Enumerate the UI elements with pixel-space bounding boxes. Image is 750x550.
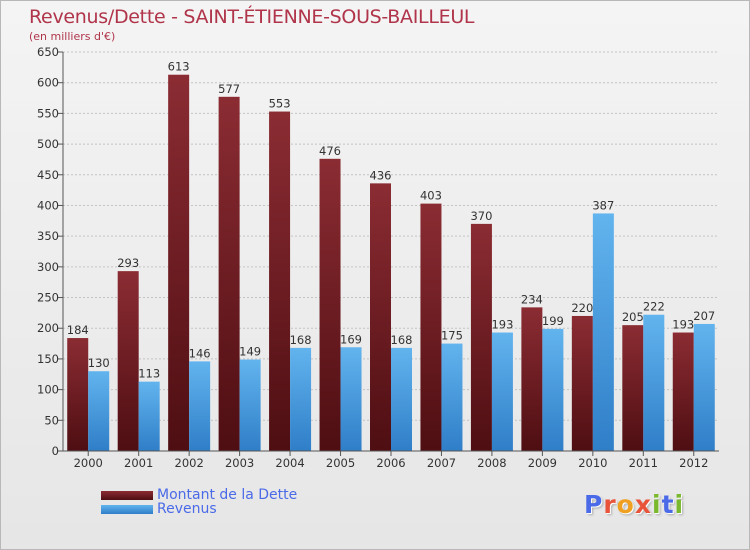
- y-tick-label: 200: [37, 321, 59, 335]
- bar-revenus: [239, 359, 261, 451]
- y-tick-label: 350: [37, 229, 59, 243]
- data-label: 199: [542, 314, 564, 328]
- bar-revenus: [592, 213, 614, 451]
- x-tick-label: 2012: [679, 456, 708, 470]
- proxiti-logo: Proxiti: [584, 490, 684, 519]
- bar-dette: [420, 203, 442, 451]
- logo-letter: x: [634, 490, 652, 519]
- data-label: 370: [470, 209, 492, 223]
- x-tick-label: 2001: [124, 456, 153, 470]
- y-tick-label: 600: [37, 76, 59, 90]
- bar-dette: [521, 307, 543, 451]
- data-label: 436: [370, 168, 392, 182]
- bar-dette: [672, 332, 694, 451]
- data-label: 553: [269, 97, 291, 111]
- bar-revenus: [693, 323, 715, 451]
- y-tick-label: 450: [37, 168, 59, 182]
- y-tick-label: 150: [37, 352, 59, 366]
- data-label: 130: [88, 356, 110, 370]
- data-label: 403: [420, 189, 442, 203]
- bar-revenus: [542, 328, 564, 451]
- data-label: 234: [521, 292, 543, 306]
- bar-revenus: [643, 314, 665, 451]
- legend-label-dette: Montant de la Dette: [157, 487, 298, 503]
- chart-subtitle: (en milliers d'€): [29, 30, 116, 43]
- x-tick-label: 2007: [427, 456, 456, 470]
- logo-letter: o: [616, 490, 635, 519]
- bar-dette: [319, 158, 341, 451]
- data-label: 193: [491, 318, 513, 332]
- legend-swatch-dette: [101, 491, 153, 500]
- logo-letter: P: [584, 490, 604, 519]
- bar-dette: [622, 325, 644, 451]
- legend-item-revenus: Revenus: [101, 501, 361, 518]
- data-label: 149: [239, 345, 261, 359]
- bar-revenus: [391, 347, 412, 451]
- data-label: 169: [340, 332, 362, 346]
- bar-dette: [218, 96, 240, 452]
- data-label: 387: [592, 198, 614, 212]
- legend-item-dette: Montant de la Dette: [101, 487, 361, 504]
- logo-letter: i: [674, 490, 685, 519]
- chart-title: Revenus/Dette - SAINT-ÉTIENNE-SOUS-BAILL…: [29, 6, 475, 28]
- y-tick-label: 500: [37, 137, 59, 151]
- logo-letter: i: [652, 490, 662, 519]
- data-label: 293: [117, 256, 139, 270]
- data-label: 168: [391, 333, 413, 347]
- bar-revenus: [340, 347, 362, 451]
- x-tick-label: 2002: [175, 456, 204, 470]
- bar-revenus: [138, 381, 160, 451]
- data-label: 193: [672, 318, 694, 332]
- data-label: 476: [319, 144, 341, 158]
- logo-letter: r: [603, 490, 617, 519]
- data-label: 184: [67, 323, 89, 337]
- data-label: 146: [189, 346, 211, 360]
- bar-dette: [168, 74, 190, 451]
- bar-revenus: [88, 371, 110, 451]
- x-tick-label: 2005: [326, 456, 355, 470]
- bar-dette: [571, 315, 593, 451]
- x-tick-label: 2011: [629, 456, 658, 470]
- data-label: 168: [290, 333, 312, 347]
- data-label: 175: [441, 329, 463, 343]
- y-tick-label: 400: [37, 198, 59, 212]
- data-label: 613: [168, 60, 190, 74]
- y-tick-label: 550: [37, 106, 59, 120]
- x-tick-label: 2000: [74, 456, 103, 470]
- x-tick-label: 2004: [275, 456, 304, 470]
- x-tick-label: 2009: [528, 456, 557, 470]
- bar-revenus: [441, 343, 463, 451]
- data-label: 220: [571, 301, 593, 315]
- x-tick-label: 2003: [225, 456, 254, 470]
- x-tick-label: 2006: [376, 456, 405, 470]
- logo-letter: t: [661, 490, 675, 519]
- y-tick-label: 300: [37, 260, 59, 274]
- bar-revenus: [189, 361, 211, 451]
- bar-revenus: [491, 332, 513, 451]
- x-tick-label: 2008: [477, 456, 506, 470]
- data-label: 113: [138, 367, 160, 381]
- y-tick-label: 650: [37, 45, 59, 59]
- legend-label-revenus: Revenus: [157, 501, 217, 517]
- bar-dette: [370, 183, 391, 451]
- y-tick-label: 0: [52, 444, 59, 458]
- data-label: 577: [218, 82, 240, 96]
- x-tick-label: 2010: [578, 456, 607, 470]
- bar-dette: [117, 271, 139, 451]
- y-tick-label: 100: [37, 383, 59, 397]
- bar-dette: [67, 338, 89, 451]
- data-label: 205: [622, 310, 644, 324]
- bar-dette: [269, 111, 291, 451]
- bar-dette: [470, 223, 492, 451]
- data-label: 222: [643, 300, 665, 314]
- legend-swatch-revenus: [101, 505, 153, 514]
- data-label: 207: [693, 309, 715, 323]
- y-tick-label: 50: [44, 413, 59, 427]
- bar-revenus: [290, 347, 312, 451]
- y-tick-label: 250: [37, 291, 59, 305]
